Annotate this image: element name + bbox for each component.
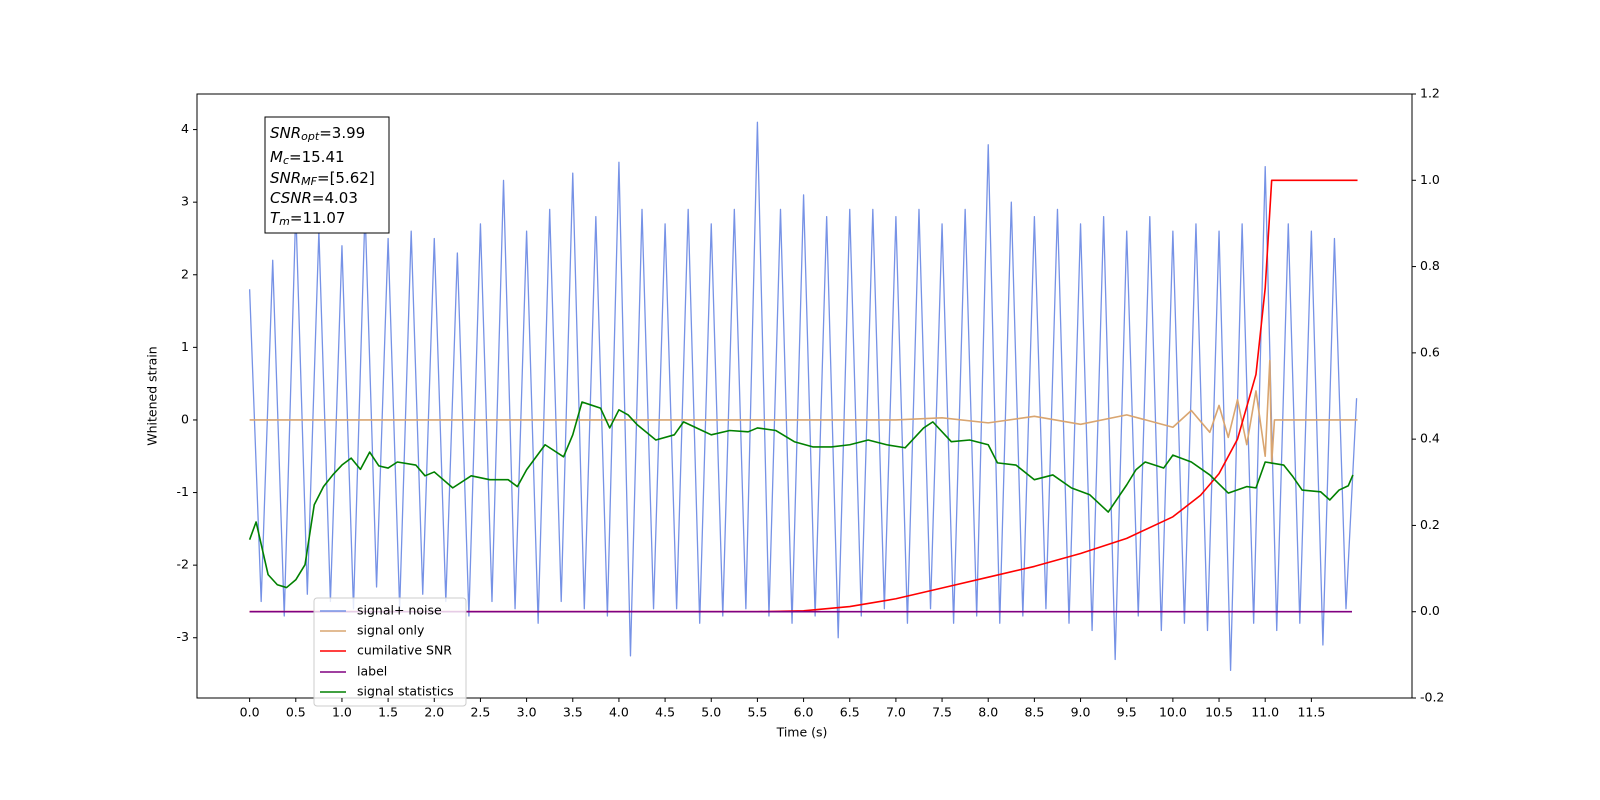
- annotation-frame: [264, 116, 390, 234]
- x-tick-label: 2.0: [424, 705, 444, 720]
- x-tick-label: 0.5: [286, 705, 306, 720]
- annotation-text: SNRopt=3.99: [270, 124, 365, 144]
- x-tick-label: 3.0: [517, 705, 537, 720]
- legend-label: signal only: [357, 623, 425, 638]
- y2-tick-label: 0.2: [1420, 517, 1440, 532]
- y-tick-label: 0: [181, 411, 189, 426]
- x-tick-label: 6.5: [840, 705, 860, 720]
- annotation-text: Tm=11.07: [270, 209, 345, 229]
- y-tick-label: -1: [177, 484, 189, 499]
- annotation-symbol: CSNR: [270, 189, 312, 207]
- axes-frame: [196, 93, 1413, 699]
- y-tick-label: 1: [181, 339, 189, 354]
- y2-tick-label: 0.0: [1420, 603, 1440, 618]
- y2-tick-label: 0.6: [1420, 344, 1440, 359]
- y2-tick-label: 0.8: [1420, 258, 1440, 273]
- x-tick-label: 9.5: [1117, 705, 1137, 720]
- y2-tick-label: 1.0: [1420, 172, 1440, 187]
- y2-tick-label: -0.2: [1420, 690, 1444, 705]
- y-tick-label: -2: [177, 557, 189, 572]
- legend-label: label: [357, 664, 387, 679]
- x-tick-label: 4.5: [655, 705, 675, 720]
- annotation-text: Mc=15.41: [270, 148, 345, 168]
- y2-tick-label: 1.2: [1420, 86, 1440, 101]
- x-tick-label: 11.5: [1297, 705, 1325, 720]
- x-tick-label: 3.5: [563, 705, 583, 720]
- x-tick-label: 10.0: [1159, 705, 1187, 720]
- legend-frame: [313, 597, 467, 707]
- x-tick-label: 5.0: [701, 705, 721, 720]
- x-axis-label: Time (s): [776, 725, 828, 740]
- annotation-symbol: T: [270, 209, 281, 227]
- annotation-value: =3.99: [319, 124, 365, 142]
- x-tick-label: 9.0: [1071, 705, 1091, 720]
- annotation-box: SNRopt=3.99Mc=15.41SNRMF=[5.62]CSNR=4.03…: [264, 116, 390, 234]
- x-tick-label: 6.0: [794, 705, 814, 720]
- y-axis-label: Whitened strain: [145, 346, 160, 445]
- y-tick-label: -3: [177, 629, 189, 644]
- annotation-value: =[5.62]: [317, 169, 375, 187]
- series-line: [249, 359, 1358, 465]
- x-tick-label: 2.5: [470, 705, 490, 720]
- annotation-subscript: m: [279, 215, 290, 228]
- annotation-value: =11.07: [290, 209, 346, 227]
- annotation-value: =4.03: [312, 189, 358, 207]
- annotation-subscript: MF: [301, 175, 317, 188]
- x-tick-label: 7.5: [932, 705, 952, 720]
- annotation-symbol: SNR: [270, 169, 301, 187]
- annotation-text: CSNR=4.03: [270, 189, 358, 207]
- y-tick-label: 2: [181, 266, 189, 281]
- x-tick-label: 8.5: [1024, 705, 1044, 720]
- x-tick-label: 5.5: [747, 705, 767, 720]
- x-tick-label: 1.0: [332, 705, 352, 720]
- x-tick-label: 4.0: [609, 705, 629, 720]
- x-tick-label: 0.0: [240, 705, 260, 720]
- annotation-text: SNRMF=[5.62]: [270, 169, 375, 189]
- x-tick-label: 11.0: [1251, 705, 1279, 720]
- x-tick-label: 8.0: [978, 705, 998, 720]
- y-tick-label: 4: [181, 121, 189, 136]
- annotation-subscript: c: [283, 154, 289, 167]
- legend-label: cumilative SNR: [357, 643, 452, 658]
- legend-label: signal+ noise: [357, 603, 442, 618]
- annotation-subscript: opt: [301, 130, 320, 143]
- x-tick-label: 7.0: [886, 705, 906, 720]
- y2-tick-label: 0.4: [1420, 431, 1440, 446]
- legend: signal+ noise signal only cumilative SNR la…: [313, 597, 467, 707]
- series-line: [248, 401, 1354, 589]
- legend-label: signal statistics: [357, 684, 454, 699]
- annotation-symbol: M: [270, 148, 283, 166]
- series-line: [249, 179, 1358, 613]
- y-tick-label: 3: [181, 194, 189, 209]
- annotation-symbol: SNR: [270, 124, 301, 142]
- x-tick-label: 10.5: [1205, 705, 1233, 720]
- x-tick-label: 1.5: [378, 705, 398, 720]
- annotation-value: =15.41: [289, 148, 345, 166]
- series-line: [248, 121, 1358, 672]
